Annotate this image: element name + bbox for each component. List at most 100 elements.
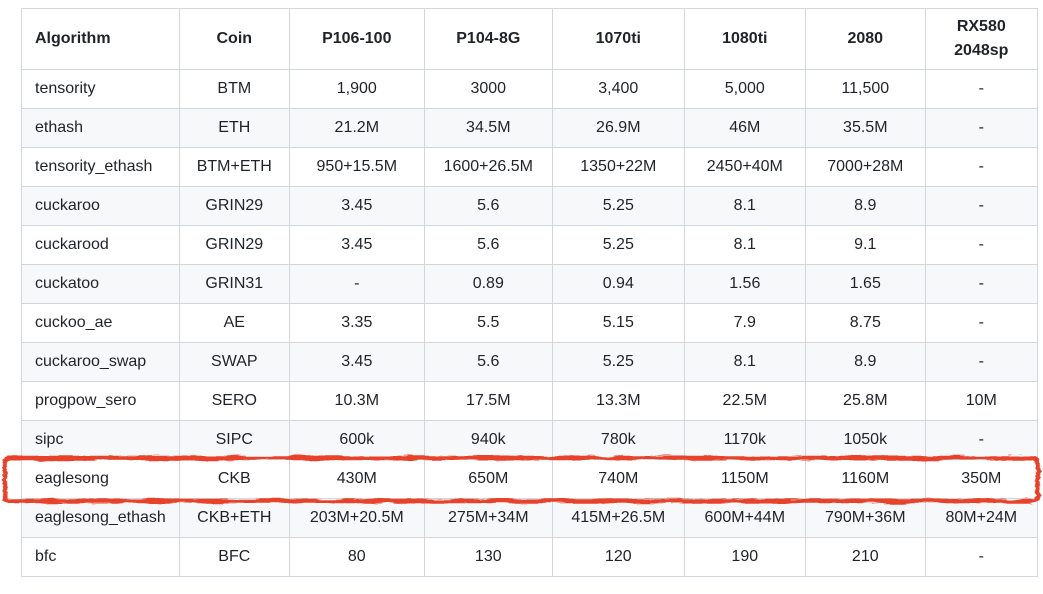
value-cell: - [924,225,1038,265]
value-cell: ETH [178,108,290,148]
value-cell: 0.94 [551,264,685,304]
value-cell: 1,900 [288,69,425,109]
value-cell: 600M+44M [683,498,806,538]
value-cell: 120 [551,537,685,577]
value-cell: 5.25 [551,225,685,265]
value-cell: GRIN31 [178,264,290,304]
column-header-rx580-2048sp: RX580 2048sp [924,8,1038,70]
algorithm-cell: tensority [21,69,180,109]
value-cell: 8.75 [804,303,926,343]
algorithm-cell: progpow_sero [21,381,180,421]
column-header-coin: Coin [178,8,290,70]
value-cell: 650M [423,459,553,499]
table-row: eaglesong_ethash CKB+ETH 203M+20.5M 275M+34… [21,498,1038,538]
table-row: ethash ETH 21.2M 34.5M 26.9M 46M 35.5M - [21,108,1038,148]
value-cell: 3000 [423,69,553,109]
value-cell: 430M [288,459,425,499]
value-cell: 1150M [683,459,806,499]
algorithm-cell: eaglesong [21,459,180,499]
value-cell: 3.45 [288,225,425,265]
table-row: tensority BTM 1,900 3000 3,400 5,000 11,500- [21,69,1038,109]
value-cell: BTM [178,69,290,109]
value-cell: 5.25 [551,342,685,382]
column-header-1080ti: 1080ti [683,8,806,70]
value-cell: 8.9 [804,186,926,226]
table-body: tensority BTM 1,900 3000 3,400 5,000 11,500- et… [21,69,1038,577]
value-cell: 22.5M [683,381,806,421]
value-cell: 5.6 [423,225,553,265]
value-cell: 10M [924,381,1038,421]
value-cell: 1.65 [804,264,926,304]
value-cell: 600k [288,420,425,460]
value-cell: AE [178,303,290,343]
value-cell: 25.8M [804,381,926,421]
table-row: cuckarood GRIN29 3.45 5.6 5.25 8.1 9.1- [21,225,1038,265]
algorithm-cell: cuckatoo [21,264,180,304]
value-cell: 2450+40M [683,147,806,187]
value-cell: 7.9 [683,303,806,343]
value-cell: 80 [288,537,425,577]
column-header-1070ti: 1070ti [551,8,685,70]
value-cell: 26.9M [551,108,685,148]
hashrate-table: Algorithm Coin P106-100 P104-8G 1070ti 1… [21,8,1038,577]
value-cell: - [924,537,1038,577]
value-cell: - [924,420,1038,460]
value-cell: 3,400 [551,69,685,109]
value-cell: 11,500 [804,69,926,109]
table-row: cuckaroo GRIN29 3.45 5.6 5.25 8.1 8.9- [21,186,1038,226]
value-cell: 350M [924,459,1038,499]
value-cell: GRIN29 [178,225,290,265]
value-cell: 7000+28M [804,147,926,187]
value-cell: 21.2M [288,108,425,148]
algorithm-cell: ethash [21,108,180,148]
value-cell: 940k [423,420,553,460]
value-cell: 5.6 [423,186,553,226]
value-cell: - [924,264,1038,304]
value-cell: 1160M [804,459,926,499]
value-cell: 80M+24M [924,498,1038,538]
table-row: eaglesong CKB 430M 650M 740M 1150M 1160M 350M [21,459,1038,499]
value-cell: 1170k [683,420,806,460]
value-cell: CKB+ETH [178,498,290,538]
value-cell: 1600+26.5M [423,147,553,187]
column-header-p104-8g: P104-8G [423,8,553,70]
value-cell: CKB [178,459,290,499]
value-cell: 8.9 [804,342,926,382]
table-row: cuckaroo_swap SWAP 3.45 5.6 5.25 8.1 8.9- [21,342,1038,382]
table-row: tensority_ethash BTM+ETH 950+15.5M 1600+26.… [21,147,1038,187]
column-header-2080: 2080 [804,8,926,70]
value-cell: 9.1 [804,225,926,265]
algorithm-cell: eaglesong_ethash [21,498,180,538]
value-cell: SIPC [178,420,290,460]
value-cell: 210 [804,537,926,577]
value-cell: 1.56 [683,264,806,304]
value-cell: 3.35 [288,303,425,343]
algorithm-cell: cuckarood [21,225,180,265]
value-cell: - [924,69,1038,109]
value-cell: 275M+34M [423,498,553,538]
value-cell: 740M [551,459,685,499]
value-cell: 46M [683,108,806,148]
value-cell: 790M+36M [804,498,926,538]
value-cell: 8.1 [683,186,806,226]
algorithm-cell: cuckaroo_swap [21,342,180,382]
value-cell: - [924,303,1038,343]
value-cell: - [924,108,1038,148]
value-cell: 1350+22M [551,147,685,187]
value-cell: - [288,264,425,304]
value-cell: 5.5 [423,303,553,343]
value-cell: GRIN29 [178,186,290,226]
algorithm-cell: cuckoo_ae [21,303,180,343]
table-row: progpow_sero SERO 10.3M 17.5M 13.3M 22.5M 25.8… [21,381,1038,421]
value-cell: - [924,342,1038,382]
algorithm-cell: sipc [21,420,180,460]
table-row: bfc BFC 80 130 120 190 210- [21,537,1038,577]
value-cell: 5.25 [551,186,685,226]
value-cell: 10.3M [288,381,425,421]
table-header-row: Algorithm Coin P106-100 P104-8G 1070ti 1… [21,8,1038,70]
column-header-p106-100: P106-100 [288,8,425,70]
column-header-algorithm: Algorithm [21,8,180,70]
algorithm-cell: cuckaroo [21,186,180,226]
value-cell: 17.5M [423,381,553,421]
